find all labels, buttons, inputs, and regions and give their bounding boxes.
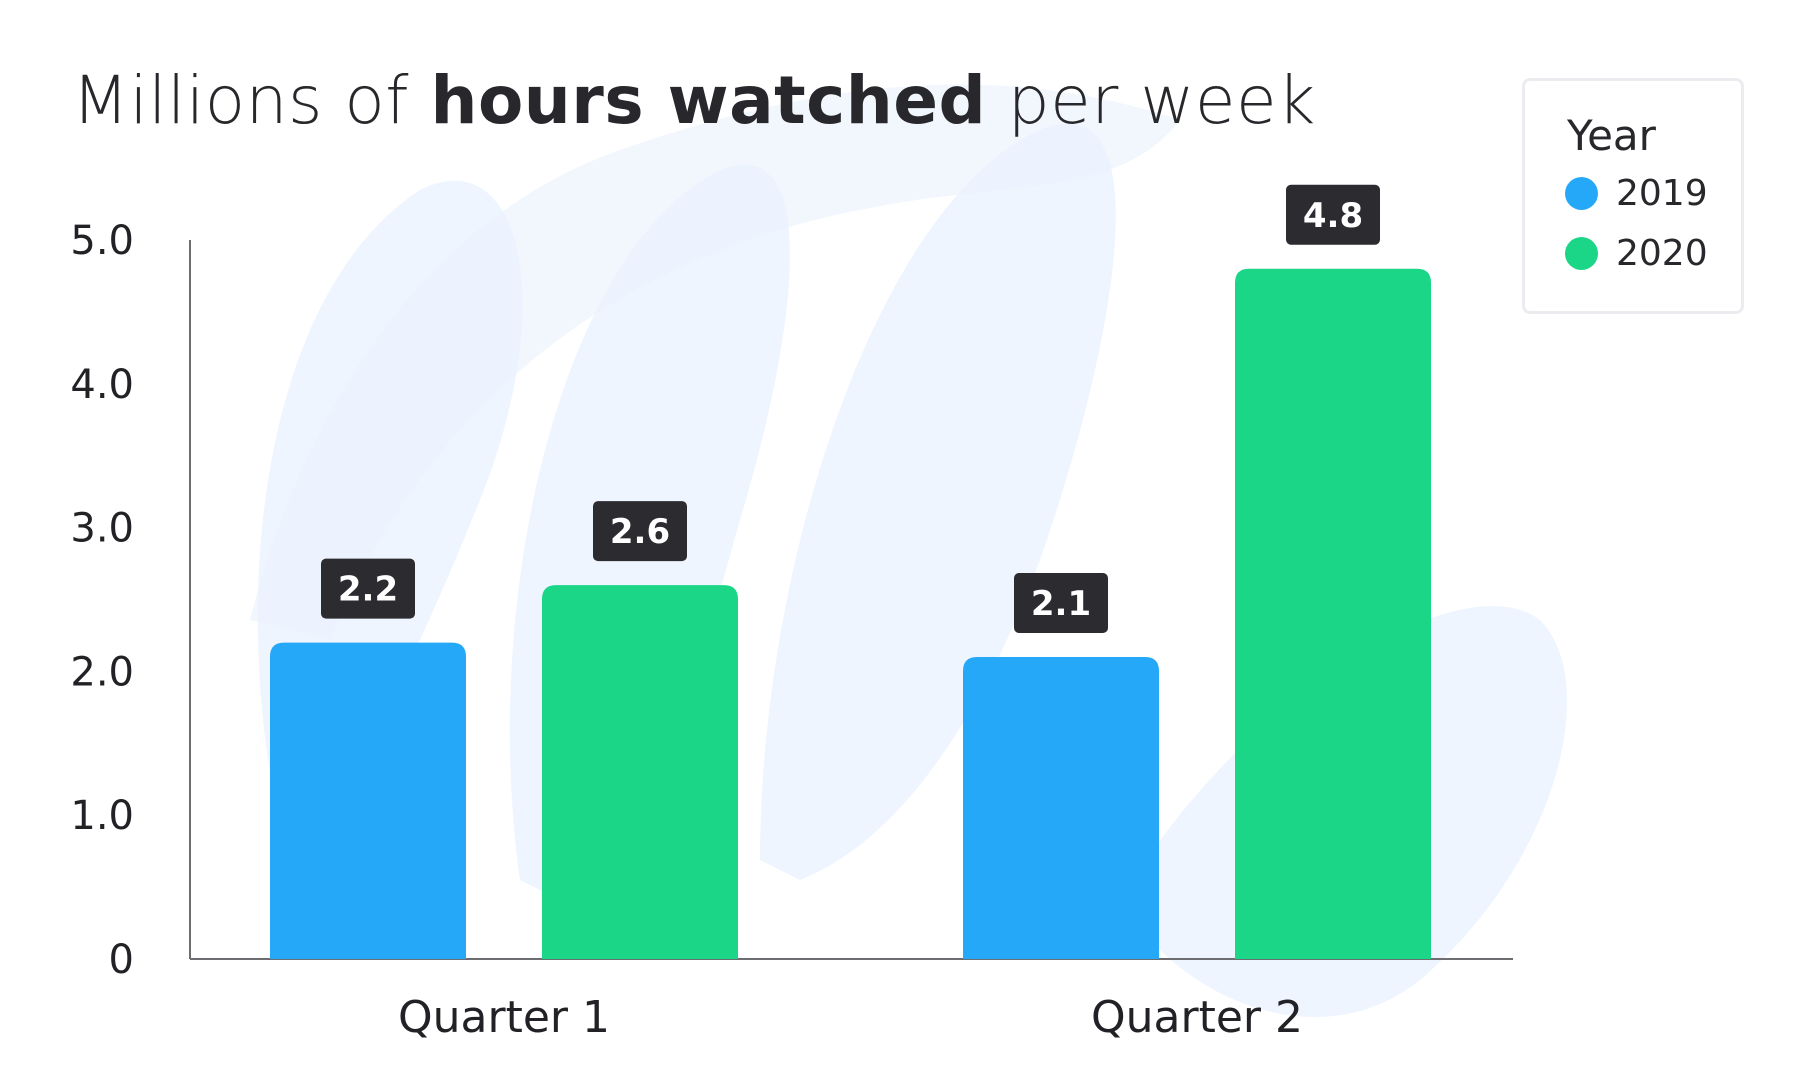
bar-2020-quarter-2 <box>1235 268 1431 959</box>
chart-bars <box>270 268 1431 959</box>
bar-2019-quarter-1 <box>270 642 466 959</box>
legend-title: Year <box>1567 111 1656 160</box>
x-tick-label: Quarter 1 <box>398 992 610 1043</box>
y-tick-label: 1.0 <box>70 793 134 839</box>
legend-swatch-2020 <box>1565 236 1598 270</box>
value-label: 4.8 <box>1303 196 1363 236</box>
legend-item-2020: 2020 <box>1565 232 1708 274</box>
title-suffix: per week <box>986 62 1316 139</box>
bar-2020-quarter-1 <box>542 585 738 959</box>
y-tick-label: 5.0 <box>70 218 134 264</box>
value-label: 2.1 <box>1031 584 1091 624</box>
value-label-bg <box>593 501 687 562</box>
x-tick-label: Quarter 2 <box>1091 992 1303 1043</box>
title-prefix: Millions of <box>72 62 431 139</box>
legend-item-2019: 2019 <box>1565 172 1708 214</box>
y-tick-label: 3.0 <box>70 506 134 552</box>
chart-axes: 0 1.0 2.0 3.0 4.0 5.0 Quarter 1 Quarter 2 <box>70 218 1513 1043</box>
legend-label-2020: 2020 <box>1616 232 1708 274</box>
legend-box: Year 2019 2020 <box>1522 78 1744 314</box>
value-label-bg <box>1286 184 1380 245</box>
y-tick-label: 4.0 <box>70 362 134 408</box>
legend-label-2019: 2019 <box>1616 172 1708 214</box>
title-emphasis: hours watched <box>430 62 987 139</box>
value-label: 2.6 <box>610 512 670 552</box>
chart-title: Millions of hours watched per week <box>72 62 1316 139</box>
bar-2019-quarter-2 <box>963 657 1159 959</box>
y-tick-label: 2.0 <box>70 649 134 695</box>
legend-swatch-2019 <box>1565 176 1598 210</box>
value-label-bg <box>1014 573 1108 634</box>
chart-value-labels: 2.2 2.6 2.1 4.8 <box>321 184 1380 634</box>
value-label: 2.2 <box>338 570 398 610</box>
watermark-stroke-2 <box>760 123 1116 880</box>
value-label-bg <box>321 558 415 619</box>
y-tick-label: 0 <box>109 937 134 983</box>
